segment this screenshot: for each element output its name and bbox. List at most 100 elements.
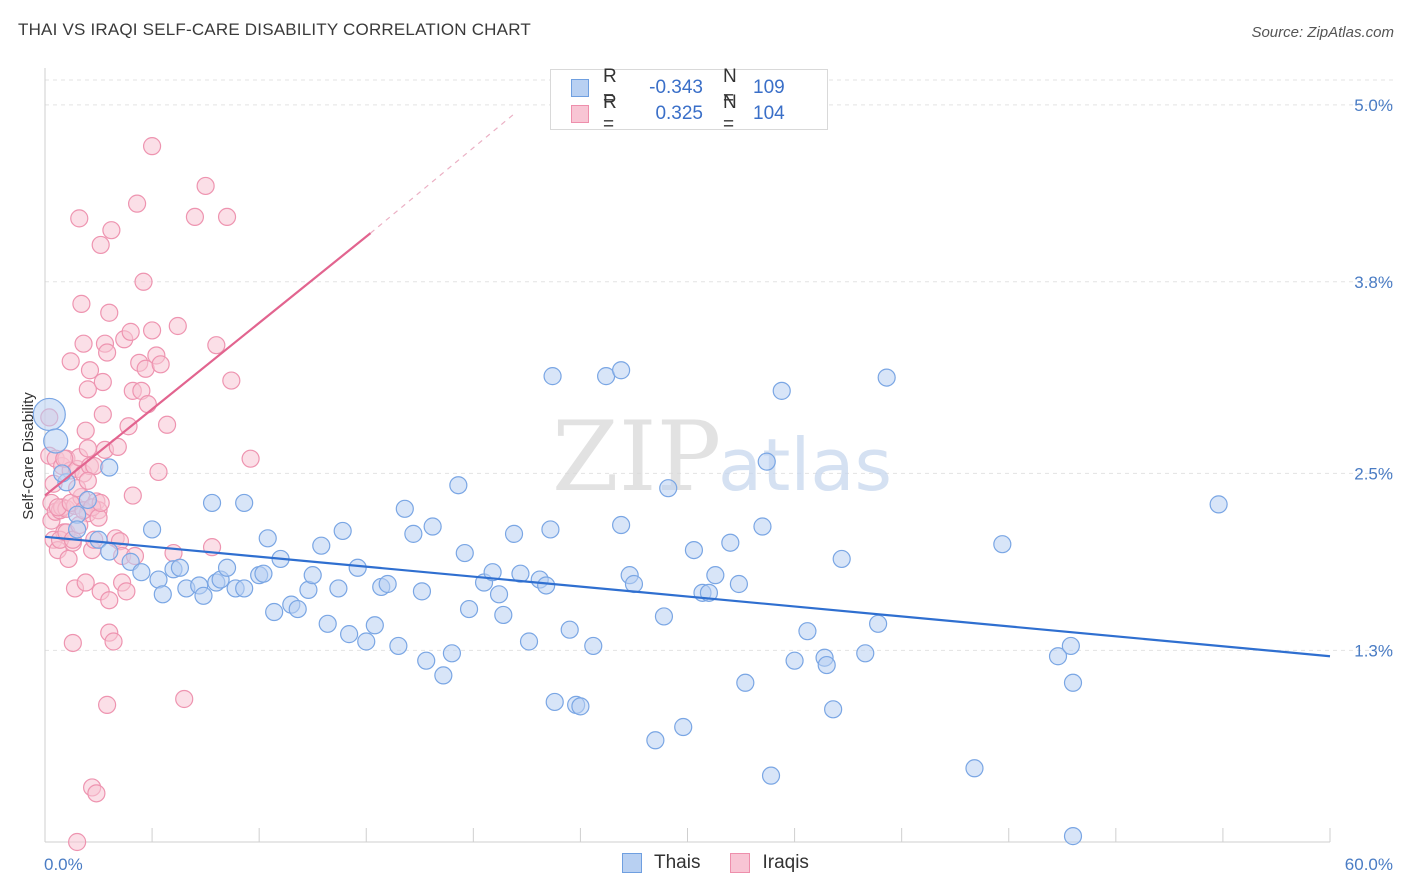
thai-point <box>53 464 72 483</box>
thai-point <box>333 521 352 541</box>
iraqi-point <box>63 633 82 653</box>
thai-point <box>170 558 190 577</box>
thai-point <box>32 397 66 432</box>
thai-point <box>817 655 836 675</box>
iraqi-point <box>196 176 215 196</box>
watermark-atlas: atlas <box>718 423 892 507</box>
thai-point <box>78 490 97 510</box>
thai-point <box>612 361 631 380</box>
thai-point <box>571 697 590 716</box>
thai-point <box>612 515 631 535</box>
thai-point <box>483 563 502 582</box>
thai-point <box>543 367 562 386</box>
thai-point <box>761 766 781 785</box>
thai-point <box>329 579 348 598</box>
iraqi-point <box>149 462 168 482</box>
thai-point <box>449 476 468 495</box>
iraqi-point <box>87 784 106 803</box>
thai-point <box>519 632 539 651</box>
legend-r-value: 0.325 <box>655 103 703 124</box>
iraqi-point <box>108 437 127 456</box>
iraqi-point <box>142 137 162 156</box>
legend-r-label: R = <box>603 92 617 135</box>
thai-point <box>434 666 453 685</box>
iraqi-point <box>91 235 110 255</box>
iraqi-point <box>100 591 119 610</box>
iraqi-point <box>157 415 177 434</box>
iraqi-point <box>72 294 91 313</box>
thai-point <box>798 622 817 641</box>
iraqi-point <box>98 695 117 714</box>
iraqi-point <box>142 321 162 340</box>
iraqi-point <box>134 272 153 291</box>
thai-point <box>100 458 119 477</box>
iraqi-point <box>121 322 140 341</box>
iraqis-points <box>40 137 260 852</box>
iraqi-point <box>168 316 187 336</box>
legend-swatch-iraqis <box>730 853 751 873</box>
thai-point <box>584 636 603 656</box>
thai-point <box>153 585 172 604</box>
thai-point <box>288 599 307 619</box>
iraqi-point <box>102 221 121 240</box>
thai-point <box>541 520 560 539</box>
iraqi-point <box>74 334 93 353</box>
thai-point <box>736 673 755 692</box>
thai-point <box>654 607 674 626</box>
thai-point <box>132 563 151 582</box>
thai-point <box>389 636 408 656</box>
source-note: Source: ZipAtlas.com <box>1251 24 1394 41</box>
thai-point <box>1063 827 1083 846</box>
thai-point <box>721 533 740 552</box>
thai-point <box>318 614 337 633</box>
correlation-legend: R = -0.343 N = 109 R = 0.325 N = 104 <box>550 66 828 135</box>
thai-point <box>412 582 432 601</box>
iraqi-point <box>127 194 147 213</box>
iraqi-point <box>100 303 119 322</box>
iraqi-point <box>207 336 226 355</box>
legend-n-value: 109 <box>753 77 785 98</box>
iraqi-point <box>61 352 80 371</box>
thai-point <box>993 535 1012 554</box>
iraqi-point <box>78 471 97 490</box>
iraqi-point <box>78 380 97 399</box>
watermark: ZIP atlas <box>552 401 892 513</box>
legend-label-thais: Thais <box>654 852 701 873</box>
iraqi-point <box>80 361 100 380</box>
iraqi-point <box>76 421 95 440</box>
thai-point <box>395 499 414 518</box>
iraqi-point <box>76 573 95 592</box>
thai-point <box>785 651 804 670</box>
thai-point <box>729 574 749 594</box>
thai-point <box>265 602 284 622</box>
thai-point <box>537 576 556 595</box>
thai-point <box>194 586 213 605</box>
thai-point <box>772 381 791 400</box>
thai-point <box>303 566 322 585</box>
iraqi-point <box>241 449 260 468</box>
thai-point <box>646 731 665 750</box>
thai-point <box>235 493 254 513</box>
iraqis-trend-line <box>44 232 372 497</box>
thai-point <box>142 520 162 539</box>
legend-r-value: -0.343 <box>649 77 703 98</box>
thai-point <box>459 599 479 619</box>
thai-point <box>504 524 524 543</box>
legend-row-thais: R = -0.343 N = 109 <box>571 66 785 109</box>
thai-point <box>659 479 678 498</box>
legend-swatch-thais <box>622 853 642 873</box>
legend-label-iraqis: Iraqis <box>762 852 809 873</box>
thai-point <box>545 692 564 712</box>
iraqi-point <box>98 343 117 362</box>
thai-point <box>494 605 513 625</box>
iraqi-point <box>185 207 205 227</box>
y-tick-label: 2.5% <box>1354 464 1393 483</box>
thai-point <box>965 759 984 778</box>
thais-points <box>32 361 1228 846</box>
thai-point <box>340 625 359 644</box>
thai-point <box>235 579 254 598</box>
thai-point <box>357 632 376 651</box>
thai-point <box>378 574 397 594</box>
legend-r-label: R = <box>603 66 617 109</box>
